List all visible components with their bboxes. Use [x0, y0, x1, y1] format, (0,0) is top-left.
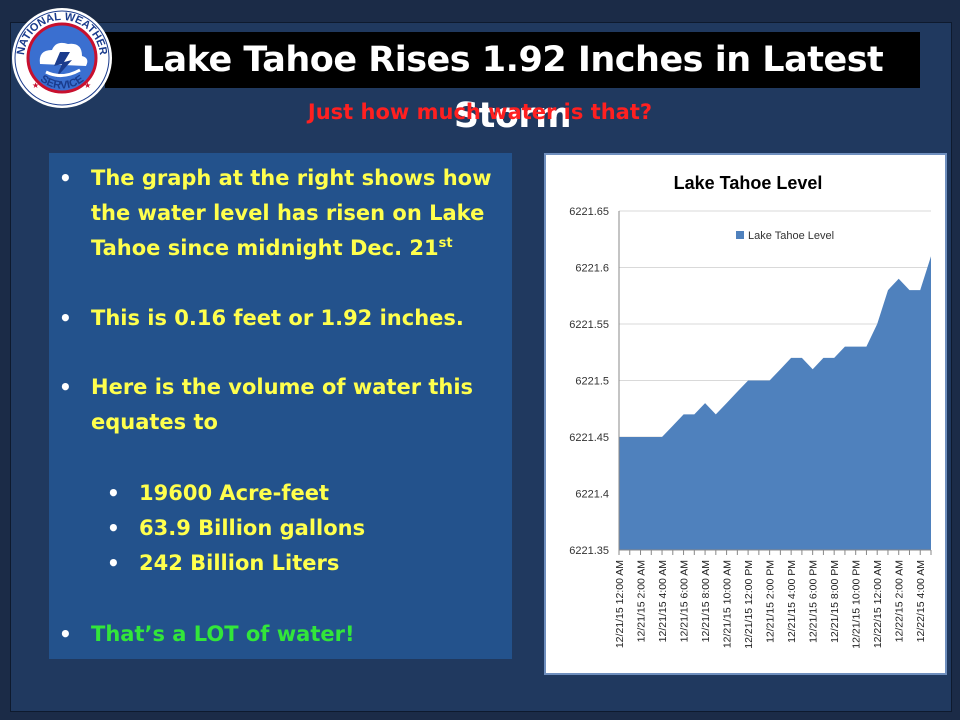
- svg-text:★: ★: [32, 81, 39, 90]
- x-tick-label: 12/21/15 2:00 AM: [636, 560, 648, 642]
- x-tick-label: 12/22/15 2:00 AM: [894, 560, 906, 642]
- nws-logo-icon: NATIONAL WEATHER SERVICE ★ ★: [12, 8, 112, 108]
- y-tick-label: 6221.6: [575, 263, 609, 275]
- x-tick-label: 12/21/15 10:00 AM: [722, 560, 734, 648]
- sub-bullet-1-text: 19600 Acre-feet: [139, 481, 330, 505]
- x-tick-label: 12/22/15 12:00 AM: [872, 560, 884, 648]
- x-tick-label: 12/21/15 8:00 AM: [700, 560, 712, 642]
- x-tick-label: 12/22/15 4:00 AM: [915, 560, 927, 642]
- bullet-1-superscript: st: [438, 236, 453, 251]
- bullet-3-line-1: Here is the volume of water this: [91, 375, 474, 399]
- page-title: Lake Tahoe Rises 1.92 Inches in Latest S…: [105, 32, 920, 136]
- y-tick-label: 6221.65: [569, 206, 609, 218]
- bullet-2-text: This is 0.16 feet or 1.92 inches.: [91, 306, 464, 330]
- legend-swatch: [736, 231, 744, 239]
- x-tick-label: 12/21/15 4:00 PM: [786, 560, 798, 643]
- lake-level-chart: 6221.35 6221.4 6221.45 6221.5 6221.55 6221.6 6…: [569, 173, 932, 649]
- chart-container: 6221.35 6221.4 6221.45 6221.5 6221.55 6221.6 6…: [544, 153, 947, 675]
- bullet-icon: •: [59, 306, 72, 330]
- logo-text-bottom: SERVICE: [38, 73, 86, 92]
- bullet-3-line-2: equates to: [91, 410, 218, 434]
- bullet-icon: •: [107, 481, 120, 505]
- bullet-4-text: That’s a LOT of water!: [91, 622, 355, 646]
- text-panel: • The graph at the right shows how the w…: [49, 153, 512, 659]
- bullet-1-line-3: Tahoe since midnight Dec. 21: [91, 236, 439, 260]
- svg-text:★: ★: [84, 81, 91, 90]
- svg-text:SERVICE: SERVICE: [38, 73, 86, 92]
- bullet-1-line-1: The graph at the right shows how: [91, 166, 492, 190]
- series-area-lake-tahoe-level: [619, 256, 931, 550]
- sub-bullet-2-text: 63.9 Billion gallons: [139, 516, 366, 540]
- x-tick-label: 12/21/15 8:00 PM: [829, 560, 841, 643]
- bullet-icon: •: [59, 166, 72, 190]
- x-tick-label: 12/21/15 6:00 PM: [808, 560, 820, 643]
- bullet-icon: •: [107, 516, 120, 540]
- y-tick-label: 6221.4: [575, 489, 609, 501]
- chart-title: Lake Tahoe Level: [674, 173, 823, 193]
- x-tick-label: 12/21/15 10:00 PM: [851, 560, 863, 649]
- legend-label: Lake Tahoe Level: [748, 230, 834, 242]
- y-tick-label: 6221.45: [569, 432, 609, 444]
- bullet-icon: •: [59, 375, 72, 399]
- sub-bullet-3-text: 242 Billion Liters: [139, 551, 340, 575]
- y-tick-label: 6221.5: [575, 376, 609, 388]
- x-tick-label: 12/21/15 12:00 AM: [614, 560, 626, 648]
- bullet-icon: •: [59, 622, 72, 646]
- y-tick-label: 6221.55: [569, 319, 609, 331]
- bullet-1-line-2: the water level has risen on Lake: [91, 201, 485, 225]
- subtitle: Just how much water is that?: [307, 100, 653, 124]
- y-tick-label: 6221.35: [569, 545, 609, 557]
- x-tick-label: 12/21/15 6:00 AM: [679, 560, 691, 642]
- x-tick-label: 12/21/15 4:00 AM: [657, 560, 669, 642]
- x-tick-label: 12/21/15 2:00 PM: [765, 560, 777, 643]
- bullet-icon: •: [107, 551, 120, 575]
- x-tick-label: 12/21/15 12:00 PM: [743, 560, 755, 649]
